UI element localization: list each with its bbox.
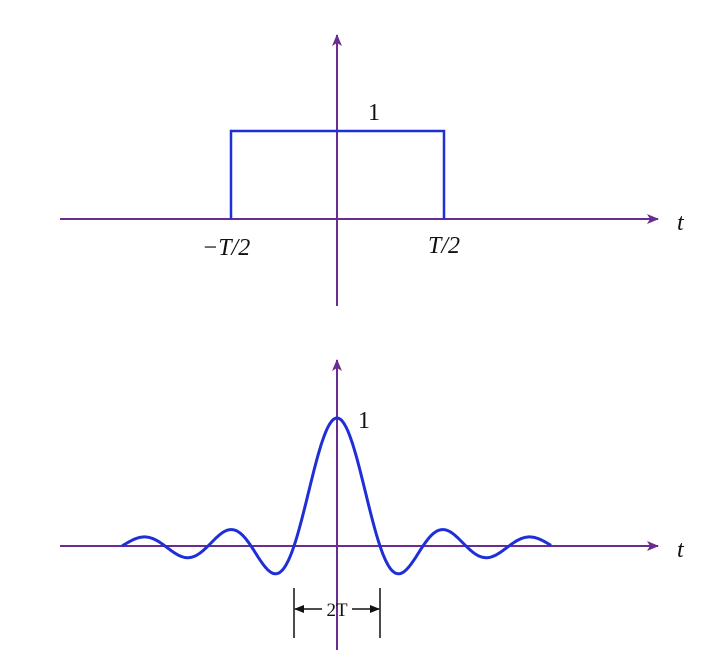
top-plot: 1 −T/2 T/2 t <box>60 34 685 306</box>
peak-height-label: 1 <box>358 408 370 434</box>
pulse-height-label: 1 <box>368 100 380 126</box>
bottom-time-axis-label: t <box>677 537 685 563</box>
main-lobe-width-label: 2T <box>326 600 348 621</box>
bottom-plot: 1 2T t <box>60 359 685 650</box>
left-edge-label: −T/2 <box>202 235 250 261</box>
rectangular-pulse <box>229 129 446 219</box>
right-edge-label: T/2 <box>428 233 460 259</box>
main-lobe-width-annotation: 2T <box>293 588 381 638</box>
top-time-axis-label: t <box>677 210 685 236</box>
sinc-pulse <box>121 416 552 576</box>
